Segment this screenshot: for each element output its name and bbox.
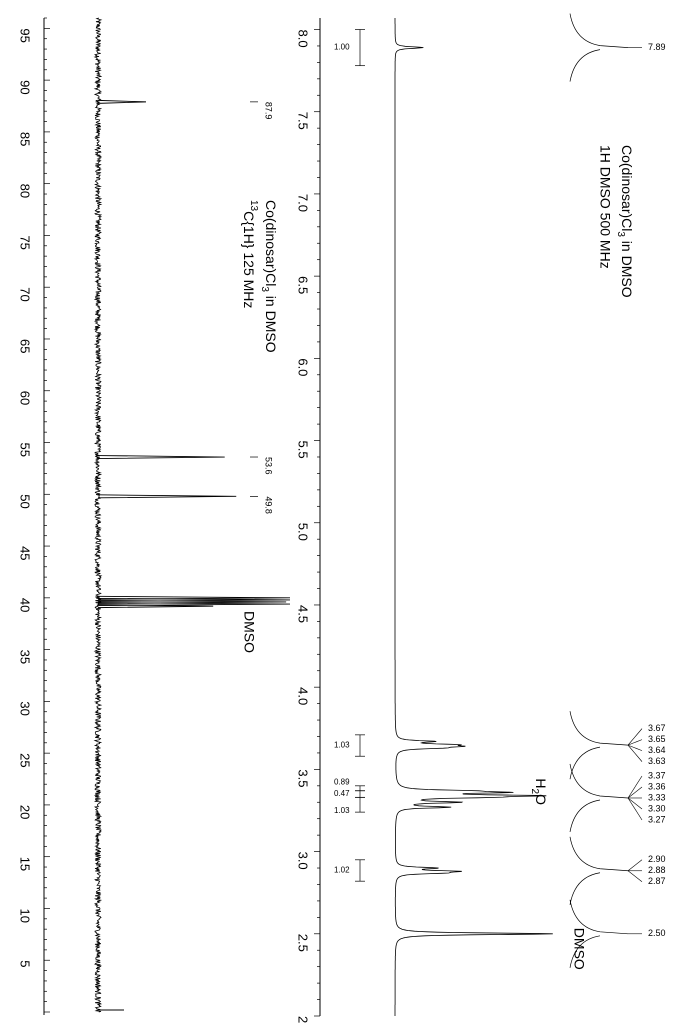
h1-multiplet-sketch (569, 763, 629, 833)
h1-peak-leader (627, 744, 643, 751)
h1-tick-label: 3.5 (296, 769, 311, 787)
c13-tick-label: 95 (18, 28, 33, 42)
h1-integral-value: 1.02 (334, 866, 350, 875)
c13-tick-label: 55 (18, 443, 33, 457)
c13-tick-label: 85 (18, 132, 33, 146)
c13-title: Co(dinosar)Cl3 in DMSO (259, 200, 279, 353)
h1-multiplet-sketch (569, 836, 629, 905)
h1-integral-value: 1.00 (334, 43, 350, 52)
h1-spectrum-trace (394, 18, 553, 1016)
h1-tick-label: 5.0 (296, 523, 311, 541)
h1-peak-label: 3.36 (648, 781, 666, 791)
c13-tick-label: 15 (18, 857, 33, 871)
c13-subtitle: 13C{1H} 125 MHz (241, 200, 259, 308)
h1-peak-label: 3.33 (648, 792, 666, 802)
h1-tick-label: 4.5 (296, 605, 311, 623)
h1-peak-leader (627, 870, 643, 883)
h1-integral-value: 1.03 (334, 806, 350, 815)
h1-tick-label: 3.0 (296, 852, 311, 870)
c13-tick-label: 35 (18, 650, 33, 664)
h1-integral-value: 0.47 (334, 789, 350, 798)
h1-tick-label: 7.5 (296, 112, 311, 130)
h1-spectrum-panel: 2 2.5 3.0 3.5 4.0 4.5 5.0 5.5 6.0 6.5 7.0 7.5 8.0 1.0… (296, 13, 666, 1023)
c13-tick-label: 75 (18, 235, 33, 249)
h1-solvent-label: H2O (529, 778, 549, 805)
c13-peak (97, 494, 237, 499)
c13-peak-label: 53.6 (264, 457, 274, 475)
h1-multiplet-sketch (569, 899, 629, 968)
h1-peak-label: 3.30 (648, 803, 666, 813)
c13-spectrum-trace (93, 17, 103, 1013)
c13-peak (97, 455, 225, 459)
h1-peak-leader (627, 744, 643, 762)
h1-integral-value: 1.03 (334, 741, 350, 750)
c13-tick-label: 30 (18, 701, 33, 715)
h1-tick-label: 4.0 (296, 687, 311, 705)
h1-subtitle: 1H DMSO 500 MHz (597, 145, 613, 269)
h1-tick-label: 2.5 (296, 934, 311, 952)
h1-peak-label: 7.89 (648, 42, 666, 52)
c13-peak-label: 87.9 (264, 102, 274, 120)
c13-peak (97, 604, 214, 609)
c13-solvent-label: DMSO (241, 611, 257, 653)
h1-peak-label: 3.64 (648, 745, 666, 755)
c13-peak-label: 49.8 (264, 496, 274, 514)
h1-peak-label: 3.27 (648, 814, 666, 824)
c13-tick-label: 40 (18, 598, 33, 612)
h1-peak-label: 3.63 (648, 756, 666, 766)
h1-tick-label: 7.0 (296, 194, 311, 212)
h1-multiplet-sketch (569, 13, 629, 82)
c13-tick-label: 70 (18, 287, 33, 301)
c13-tick-label: 90 (18, 80, 33, 94)
h1-peak-label: 2.50 (648, 928, 666, 938)
c13-tick-label: 65 (18, 339, 33, 353)
c13-tick-label: 50 (18, 494, 33, 508)
h1-solvent-label: DMSO (571, 928, 587, 970)
c13-tick-label: 10 (18, 908, 33, 922)
h1-title: Co(dinosar)Cl3 in DMSO (615, 145, 635, 298)
h1-peak-label: 3.67 (648, 723, 666, 733)
h1-integral-value: 0.89 (334, 777, 350, 786)
h1-tick-label: 2 (296, 1016, 311, 1023)
h1-peak-label: 2.88 (648, 865, 666, 875)
c13-spectrum-panel: 5 10 15 20 25 30 35 40 45 50 55 60 65 70 75 80 85 90 95 87.… (18, 17, 291, 1015)
c13-tick-label: 80 (18, 184, 33, 198)
c13-tick-label: 5 (18, 960, 33, 967)
h1-peak-label: 3.65 (648, 734, 666, 744)
h1-tick-label: 6.5 (296, 276, 311, 294)
c13-peak (97, 99, 147, 104)
c13-tick-label: 20 (18, 805, 33, 819)
h1-peak-leader (627, 797, 643, 821)
h1-peak-leader (627, 786, 643, 799)
h1-tick-label: 6.0 (296, 358, 311, 376)
h1-peak-leader (627, 739, 643, 746)
h1-tick-label: 5.5 (296, 441, 311, 459)
c13-tick-label: 45 (18, 546, 33, 560)
h1-peak-leader (627, 797, 643, 810)
c13-tick-label: 25 (18, 753, 33, 767)
h1-tick-label: 8.0 (296, 30, 311, 48)
h1-peak-leader (627, 859, 643, 872)
h1-peak-leader (627, 728, 643, 746)
h1-multiplet-sketch (569, 711, 629, 780)
h1-peak-label: 2.87 (648, 876, 666, 886)
h1-peak-leader (627, 775, 643, 799)
c13-tick-label: 60 (18, 391, 33, 405)
h1-peak-label: 2.90 (648, 854, 666, 864)
h1-peak-label: 3.37 (648, 770, 666, 780)
